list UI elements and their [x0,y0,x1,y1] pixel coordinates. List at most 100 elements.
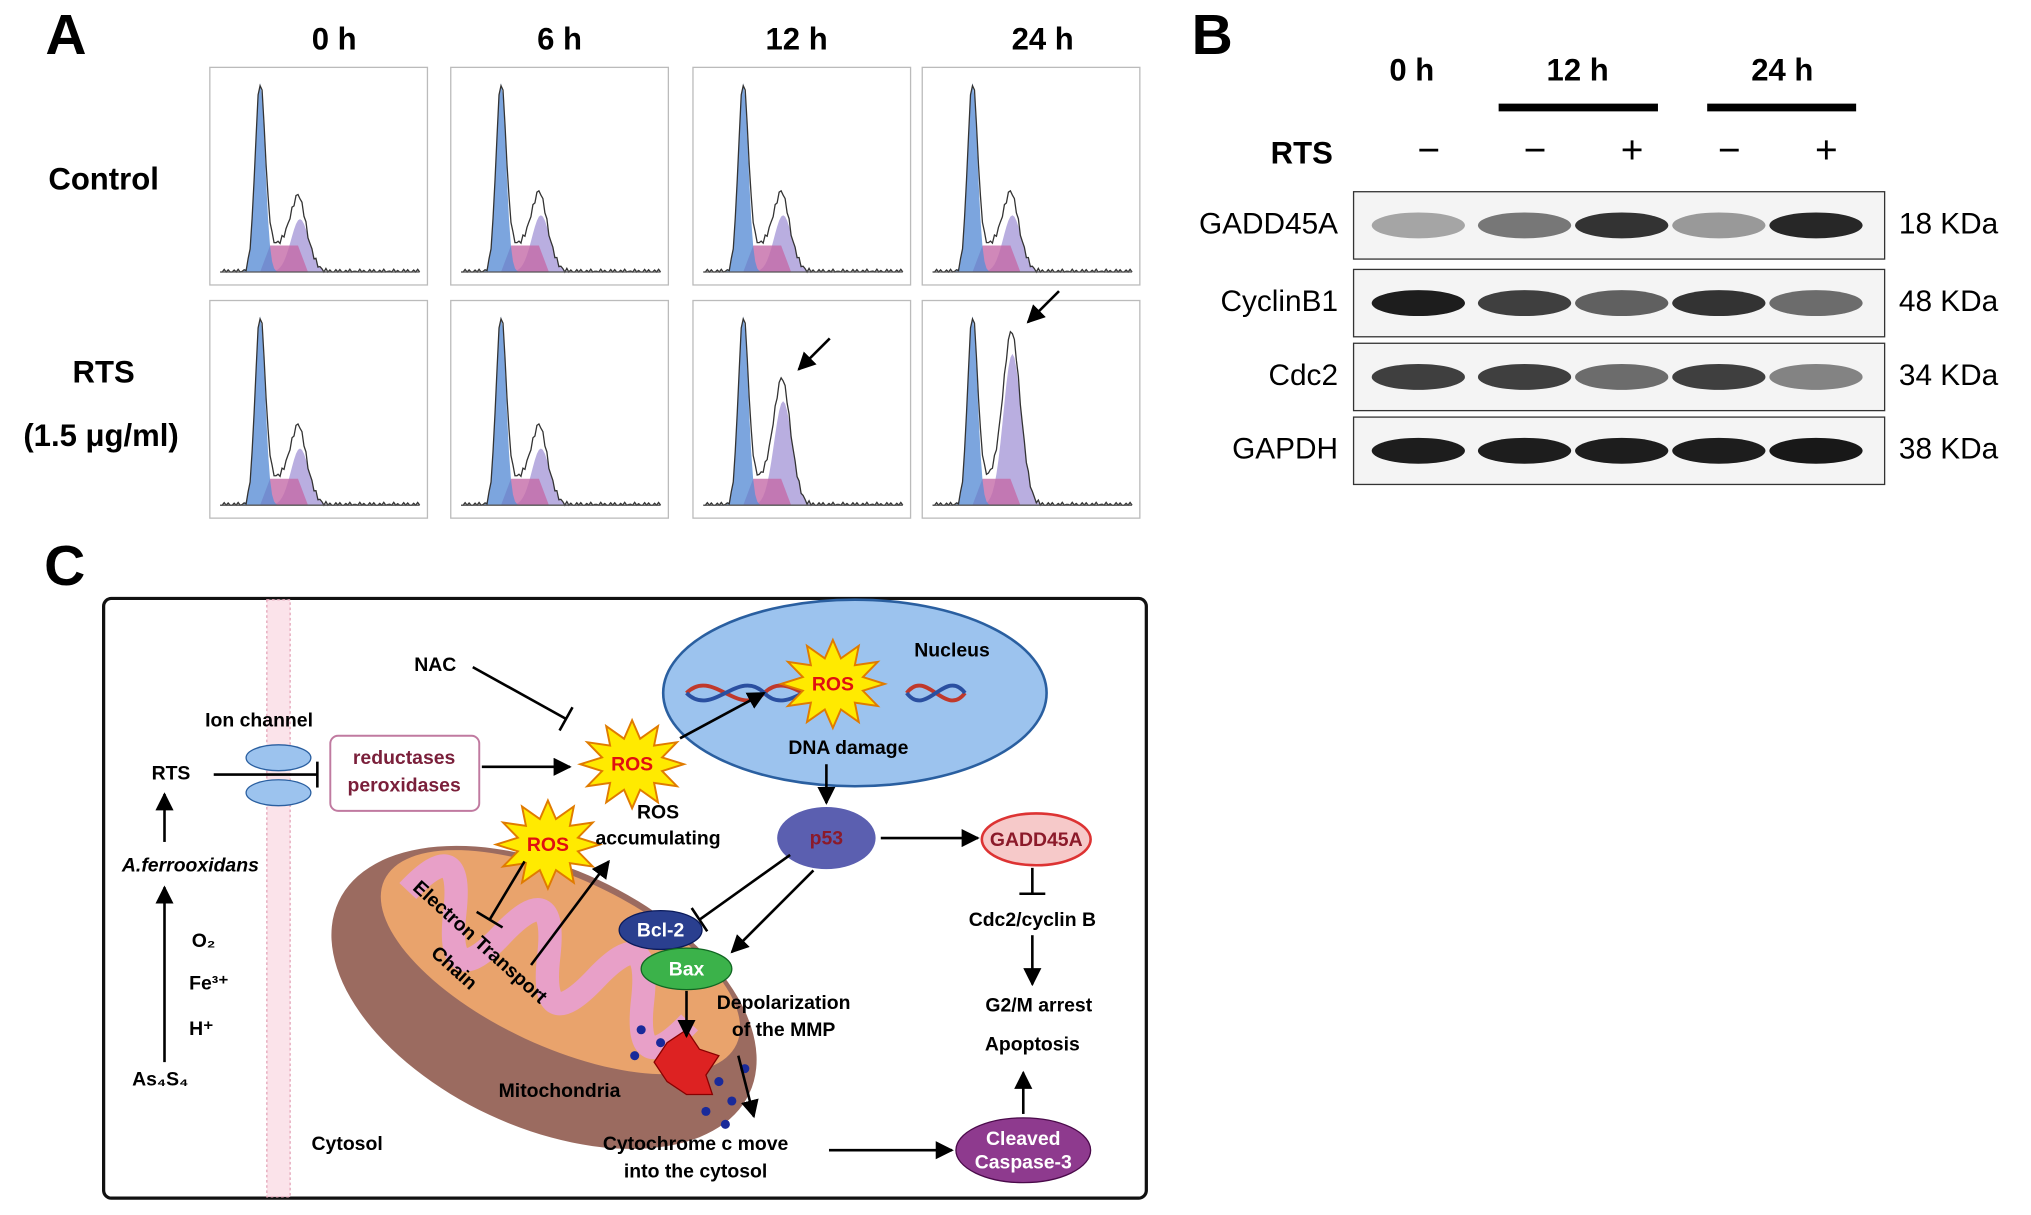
time-label: 24 h [1751,53,1813,88]
histogram-frame [921,66,1141,286]
histogram-frame [209,66,429,286]
histogram-fill [461,316,661,506]
ros-burst [577,717,688,811]
panel-label: B [1192,3,1233,67]
reactant: Fe³⁺ [189,973,228,995]
band [1477,212,1572,239]
histogram-frame [209,299,429,519]
histogram-fill [932,82,1133,273]
depolarization: of the MMP [732,1019,836,1041]
reactant: As₄S₄ [132,1068,188,1090]
band [1575,212,1669,239]
histogram-frame [450,299,670,519]
treatment-sign: − [1524,129,1547,172]
outcome: G2/M arrest [985,995,1092,1017]
band [1371,290,1465,317]
nac: NAC [414,654,456,676]
band [1477,437,1572,464]
band [1371,437,1465,464]
band [1769,363,1863,390]
protein-name: GAPDH [1232,433,1338,466]
band [1575,363,1669,390]
column-header: 6 h [537,22,582,57]
depolarization: Depolarization [717,992,851,1014]
treatment-sign: − [1417,129,1440,172]
treatment-label: RTS [1271,136,1333,171]
ros-label: ROS [611,754,653,776]
enzyme: peroxidases [347,774,460,796]
bax-node [640,947,733,991]
cytosol: Cytosol [312,1133,383,1155]
histogram-frame [692,299,912,519]
band [1672,363,1766,390]
column-header: 24 h [1012,22,1074,57]
band [1371,212,1465,239]
rts: RTS [152,763,191,785]
row-label: RTS [73,355,135,390]
panel-c: C ROS ROS ROS NAC Nucleus DNA damage Ion c… [44,534,1148,1200]
band [1769,437,1863,464]
outcome: Apoptosis [985,1033,1080,1055]
bax: Bax [669,958,705,980]
histogram-fill [220,82,420,273]
enzyme-box [329,734,481,812]
time-label: 12 h [1547,53,1609,88]
cdc2-cyclin-b: Cdc2/cyclin B [969,909,1096,931]
arrow [1026,290,1060,324]
column-header: 0 h [312,22,357,57]
enzyme: reductases [353,747,455,769]
band [1672,212,1766,239]
caspase: Cleaved [986,1128,1060,1150]
histogram-fill [703,82,903,273]
protein-name: CyclinB1 [1221,285,1339,318]
time-label: 0 h [1389,53,1434,88]
histogram-fill [220,316,420,506]
histogram-fill [703,316,903,506]
treatment-sign: + [1815,129,1838,172]
ion-channel [245,744,312,807]
ros-label: ROS [812,673,854,695]
band [1371,363,1465,390]
ros-accumulating: accumulating [595,827,720,849]
band [1477,290,1572,317]
gadd45a-node [980,812,1092,867]
arrow [797,337,831,371]
band [1672,437,1766,464]
histogram-frame [450,66,670,286]
treatment-sign: − [1718,129,1741,172]
treatment-sign: + [1621,129,1644,172]
cytochrome: into the cytosol [624,1160,767,1182]
panel-b: B 0 h 12 h 24 h RTS − − + − + GADD45A 18 KDa Cy… [1192,3,1999,486]
row-note: (1.5 μg/ml) [23,418,178,453]
cristae [399,854,699,1059]
bcl2: Bcl-2 [637,919,685,941]
dna-damage: DNA damage [788,737,908,759]
ion-channel-label: Ion channel [205,710,313,732]
protein-size: 48 KDa [1899,285,1999,318]
mitochondria: Mitochondria [499,1080,621,1102]
histogram-frame [921,299,1141,519]
histogram-fill [461,82,661,273]
protein-size: 18 KDa [1899,207,1999,240]
membrane [266,599,291,1198]
ros-burst [492,798,603,892]
panel-label: C [44,534,85,598]
ros-burst [777,637,888,731]
protein-size: 34 KDa [1899,359,1999,392]
caspase: Caspase-3 [975,1151,1072,1173]
reactant: O₂ [192,930,216,952]
bcl2-node [618,909,703,951]
p53-node [777,806,876,870]
band [1769,290,1863,317]
row-label: Control [48,162,158,197]
arrows [155,665,1046,1160]
p53: p53 [810,827,844,849]
histogram-fill [932,316,1133,506]
reactant: H⁺ [189,1018,213,1040]
ros-accumulating: ROS [637,802,679,824]
bacterium: A.ferrooxidans [121,855,259,877]
ros-label: ROS [527,834,569,856]
pore [653,1028,720,1096]
